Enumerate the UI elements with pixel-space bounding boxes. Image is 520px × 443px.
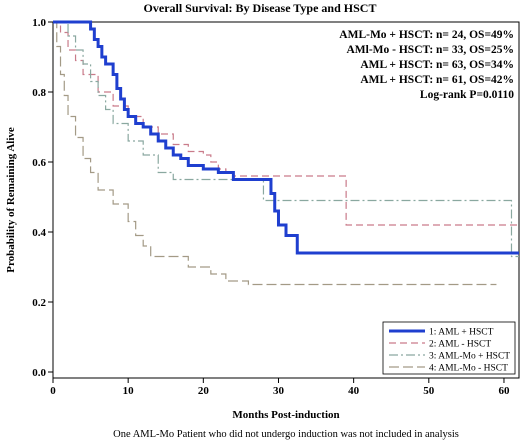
x-tick-label: 10 [123,385,135,397]
x-axis-label: Months Post-induction [232,409,339,421]
legend-label-2: 2: AML - HSCT [429,340,491,350]
legend-label-3: 3: AML-Mo + HSCT [429,352,510,362]
x-tick-label: 0 [50,385,56,397]
legend-label-4: 4: AML-Mo - HSCT [429,364,508,374]
y-tick-label: 0.6 [32,157,46,169]
x-tick-label: 50 [423,385,435,397]
x-tick-label: 20 [198,385,210,397]
y-axis-label: Probability of Remaining Alive [5,127,17,273]
annotation-aml-hsct: AML + HSCT: n= 63, OS=34% [360,59,514,71]
x-tick-label: 40 [348,385,360,397]
y-tick-label: 0.4 [32,227,46,239]
legend-label-1: 1: AML + HSCT [429,328,494,338]
annotation-aml-mo-no-hsct: AMl-Mo - HSCT: n= 33, OS=25% [346,44,514,56]
y-tick-label: 0.8 [32,87,46,99]
y-tick-label: 0.0 [32,367,46,379]
annotation-logrank: Log-rank P=0.0110 [420,89,514,101]
annotation-aml-hsct-2: AML + HSCT: n= 61, OS=42% [360,74,514,86]
footnote: One AML-Mo Patient who did not undergo i… [113,429,459,440]
series-line-4 [53,21,497,286]
annotation-aml-mo-hsct: AML-Mo + HSCT: n= 24, OS=49% [339,29,514,41]
y-tick-label: 0.2 [32,297,46,309]
annotation-block: AML-Mo + HSCT: n= 24, OS=49% AMl-Mo - HS… [339,29,514,101]
x-tick-label: 60 [498,385,510,397]
series-line-3 [53,21,519,258]
legend: 1: AML + HSCT 2: AML - HSCT 3: AML-Mo + HS… [382,321,516,375]
series-line-2 [53,21,519,226]
y-tick-label: 1.0 [32,17,46,29]
series-line-1 [53,20,519,255]
x-tick-label: 30 [273,385,285,397]
plot-area [52,21,520,379]
chart-title: Overall Survival: By Disease Type and HS… [144,1,377,15]
axis-ticks: 0 10 20 30 40 50 60 0.0 0.2 0.4 0.6 0.8 1.0 [32,17,510,397]
survival-curves [53,20,519,286]
